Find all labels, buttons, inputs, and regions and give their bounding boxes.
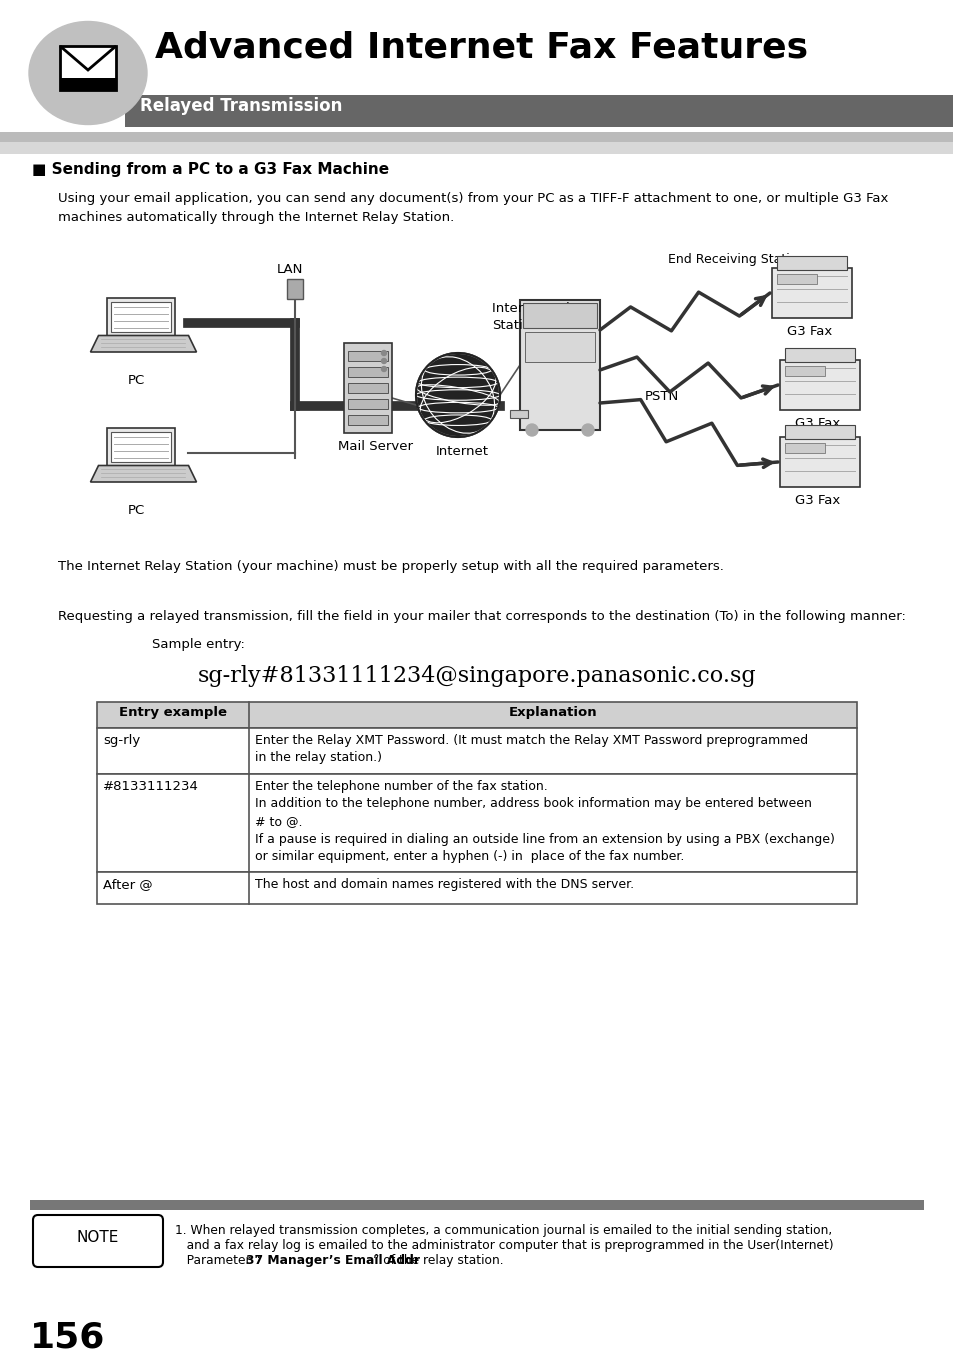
Bar <box>771 267 851 317</box>
Text: #8133111234: #8133111234 <box>103 780 198 793</box>
Text: LAN: LAN <box>276 263 303 276</box>
Bar <box>784 443 824 453</box>
Text: The host and domain names registered with the DNS server.: The host and domain names registered wit… <box>254 878 634 892</box>
FancyBboxPatch shape <box>33 1215 163 1267</box>
Text: Enter the Relay XMT Password. (It must match the Relay XMT Password preprogramme: Enter the Relay XMT Password. (It must m… <box>254 734 807 765</box>
Text: Relayed Transmission: Relayed Transmission <box>140 97 342 115</box>
Text: NOTE: NOTE <box>77 1229 119 1246</box>
Bar <box>522 303 597 328</box>
Text: Explanation: Explanation <box>508 707 597 719</box>
Circle shape <box>581 424 594 436</box>
Text: The Internet Relay Station (your machine) must be properly setup with all the re: The Internet Relay Station (your machine… <box>58 561 723 573</box>
Circle shape <box>525 424 537 436</box>
Bar <box>97 703 856 728</box>
Bar <box>784 366 824 376</box>
Bar <box>344 343 392 434</box>
Text: ■ Sending from a PC to a G3 Fax Machine: ■ Sending from a PC to a G3 Fax Machine <box>32 162 389 177</box>
Bar <box>0 132 953 142</box>
Bar <box>0 142 953 154</box>
Polygon shape <box>112 432 171 462</box>
Text: Using your email application, you can send any document(s) from your PC as a TIF: Using your email application, you can se… <box>58 192 887 224</box>
Text: sg-rly: sg-rly <box>103 734 140 747</box>
Bar <box>524 332 595 362</box>
Polygon shape <box>91 335 196 353</box>
Bar <box>510 409 527 417</box>
Text: Sample entry:: Sample entry: <box>152 638 245 651</box>
Bar <box>348 399 388 409</box>
Text: G3 Fax: G3 Fax <box>794 494 840 507</box>
Bar <box>348 351 388 361</box>
Ellipse shape <box>29 22 147 124</box>
Text: G3 Fax: G3 Fax <box>794 417 840 430</box>
Text: After @: After @ <box>103 878 152 892</box>
Bar <box>97 728 856 774</box>
Bar <box>287 280 303 299</box>
Bar <box>30 1200 923 1210</box>
Bar <box>780 359 859 409</box>
Text: sg-rly#81331111234@singapore.panasonic.co.sg: sg-rly#81331111234@singapore.panasonic.c… <box>197 665 756 688</box>
Polygon shape <box>60 46 116 91</box>
Polygon shape <box>108 428 174 466</box>
Circle shape <box>416 353 499 436</box>
Text: Parameter “: Parameter “ <box>174 1254 260 1267</box>
Circle shape <box>381 366 386 372</box>
Text: Advanced Internet Fax Features: Advanced Internet Fax Features <box>154 30 807 63</box>
Polygon shape <box>91 466 196 482</box>
Polygon shape <box>108 299 174 335</box>
Text: PC: PC <box>128 374 145 386</box>
Bar <box>519 300 599 430</box>
Bar <box>348 415 388 426</box>
Text: ” of the relay station.: ” of the relay station. <box>373 1254 503 1267</box>
Text: Entry example: Entry example <box>119 707 227 719</box>
Bar <box>125 95 953 127</box>
Bar <box>784 426 854 439</box>
Text: G3 Fax: G3 Fax <box>786 326 831 338</box>
Text: Requesting a relayed transmission, fill the field in your mailer that correspond: Requesting a relayed transmission, fill … <box>58 611 905 623</box>
Circle shape <box>381 358 386 363</box>
Bar <box>776 274 816 284</box>
Bar <box>784 349 854 362</box>
Text: and a fax relay log is emailed to the administrator computer that is preprogramm: and a fax relay log is emailed to the ad… <box>174 1239 833 1252</box>
Bar <box>97 871 856 904</box>
Text: Internet Relay
Station: Internet Relay Station <box>492 303 585 332</box>
Bar <box>348 382 388 393</box>
Polygon shape <box>112 303 171 331</box>
Bar <box>348 367 388 377</box>
Text: PC: PC <box>128 504 145 517</box>
Bar <box>776 255 846 270</box>
Text: 156: 156 <box>30 1320 105 1351</box>
Text: End Receiving Station: End Receiving Station <box>667 253 804 266</box>
Text: PSTN: PSTN <box>644 390 679 403</box>
Text: Mail Server: Mail Server <box>337 440 413 453</box>
Bar <box>60 78 116 91</box>
Text: 1. When relayed transmission completes, a communication journal is emailed to th: 1. When relayed transmission completes, … <box>174 1224 831 1238</box>
Bar <box>780 436 859 486</box>
Text: Enter the telephone number of the fax station.
In addition to the telephone numb: Enter the telephone number of the fax st… <box>254 780 834 863</box>
Circle shape <box>416 354 498 436</box>
Text: 37 Manager’s Email Addr: 37 Manager’s Email Addr <box>246 1254 420 1267</box>
Bar <box>97 774 856 871</box>
Text: Internet: Internet <box>436 444 489 458</box>
Circle shape <box>381 350 386 355</box>
